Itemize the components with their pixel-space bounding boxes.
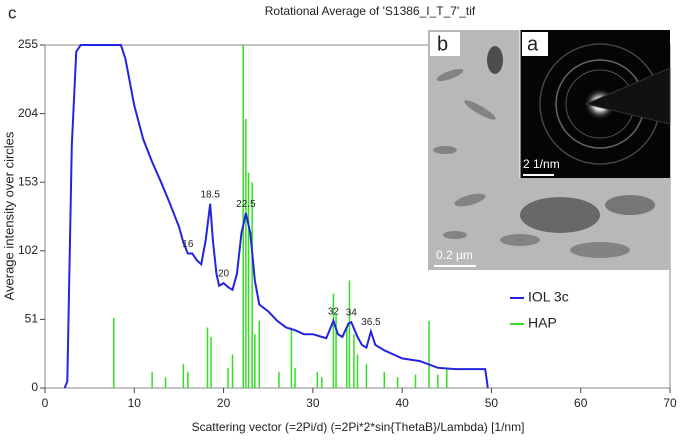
x-tick-label: 20 [217,396,231,410]
x-axis-label: Scattering vector (=2Pi/d) (=2Pi*2*sin{T… [192,420,525,434]
legend-label: IOL 3c [528,289,569,305]
legend-label: HAP [528,315,557,331]
scale-bar-label: 0.2 µm [436,248,473,262]
y-tick-label: 0 [31,380,38,394]
inset-label: a [527,33,539,55]
line-series [63,44,489,389]
y-axis-label: Average intensity over circles [1,131,16,300]
y-tick-label: 102 [18,243,38,257]
x-tick-label: 10 [128,396,142,410]
x-tick-label: 30 [306,396,320,410]
x-tick-label: 60 [574,396,588,410]
tem-particles [433,46,655,258]
y-tick-label: 204 [18,106,38,120]
annotation: 36.5 [361,317,381,328]
inset-label: b [437,33,448,55]
annotation: 20 [218,269,230,280]
annotation: 18.5 [200,189,220,200]
legend: IOL 3c HAP [510,289,569,331]
y-tick-label: 153 [18,174,38,188]
annotation: 34 [346,308,358,319]
chart-title: Rotational Average of 'S1386_I_T_7'_tif [265,4,476,18]
annotation: 22.5 [236,199,256,210]
x-tick-label: 40 [395,396,409,410]
y-tick-label: 255 [18,37,38,51]
y-tick-label: 51 [25,312,39,326]
panel-label: c [8,3,17,22]
annotation: 32 [328,306,340,317]
scale-bar-label: 2 1/nm [523,157,560,171]
inset-images [428,30,671,270]
annotation: 16 [182,239,194,250]
x-tick-label: 70 [663,396,677,410]
x-tick-label: 50 [485,396,499,410]
plot-area: 0 51 102 153 204 255 0 10 20 30 40 50 60 70 16 18.5 20 22… [18,37,677,410]
x-tick-label: 0 [42,396,49,410]
